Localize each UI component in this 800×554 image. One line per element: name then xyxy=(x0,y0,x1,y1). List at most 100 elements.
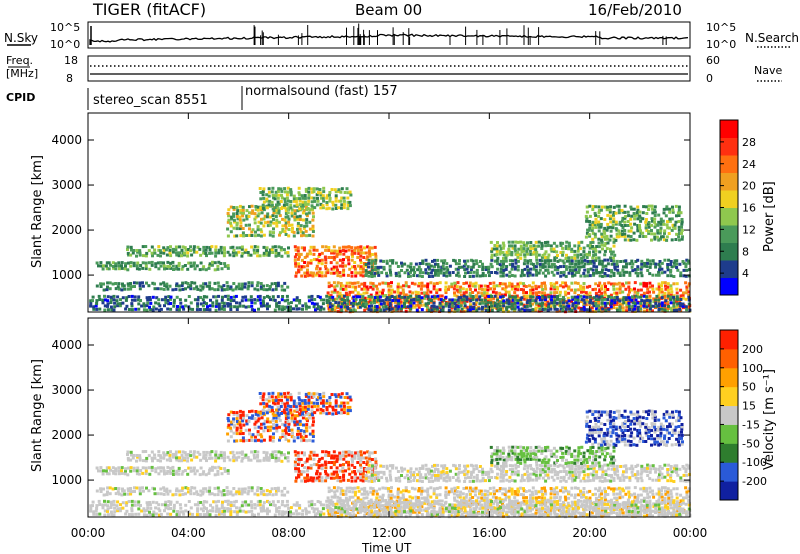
power-cell xyxy=(561,250,565,254)
power-cell xyxy=(668,210,672,214)
power-cell xyxy=(339,282,343,285)
power-cell xyxy=(382,301,386,305)
power-cell xyxy=(448,302,452,306)
power-cell xyxy=(276,190,280,193)
velocity-cell xyxy=(164,453,168,457)
velocity-cell xyxy=(283,493,287,497)
velocity-cell xyxy=(210,456,214,460)
velocity-cell xyxy=(153,487,156,491)
power-cell xyxy=(156,253,160,257)
power-cell xyxy=(597,237,601,241)
velocity-cell xyxy=(257,417,261,421)
velocity-cell xyxy=(455,493,459,497)
power-cell xyxy=(682,274,686,278)
power-cell xyxy=(356,256,360,259)
power-cell xyxy=(256,214,260,218)
power-cell xyxy=(417,282,421,285)
velocity-cell xyxy=(277,458,281,462)
power-cell xyxy=(210,263,214,267)
power-cell xyxy=(516,299,520,303)
power-cell xyxy=(429,271,433,275)
velocity-cell xyxy=(122,489,126,493)
power-cell xyxy=(331,295,335,299)
power-cell xyxy=(256,250,259,254)
velocity-cell xyxy=(298,398,302,402)
power-cell xyxy=(644,220,648,224)
velocity-cell xyxy=(331,405,335,409)
power-cell xyxy=(403,271,407,275)
power-cell xyxy=(616,268,620,272)
velocity-cell xyxy=(321,411,325,415)
power-cell xyxy=(653,225,657,229)
power-cell xyxy=(223,248,226,252)
power-cell xyxy=(248,233,252,237)
velocity-cell xyxy=(296,436,300,440)
power-cell xyxy=(342,273,346,277)
velocity-cell xyxy=(293,460,297,464)
velocity-cell xyxy=(290,435,294,439)
power-cell xyxy=(495,259,499,263)
power-cell xyxy=(615,303,619,306)
power-cell xyxy=(315,203,319,207)
power-cell xyxy=(626,224,630,227)
velocity-cell xyxy=(377,510,381,514)
power-cell xyxy=(169,245,172,249)
power-cell xyxy=(366,255,370,259)
power-cell xyxy=(679,271,683,275)
power-cell xyxy=(516,305,520,309)
power-cell xyxy=(315,187,319,191)
power-cell xyxy=(642,284,646,288)
power-cell xyxy=(315,264,319,268)
power-cell xyxy=(579,284,582,288)
power-cell xyxy=(481,305,484,309)
power-cell xyxy=(266,294,269,298)
power-cell xyxy=(525,294,529,298)
power-cell xyxy=(513,291,517,295)
power-cell xyxy=(388,301,392,305)
power-cell xyxy=(239,208,243,212)
velocity-cell xyxy=(202,454,206,458)
power-cell xyxy=(220,285,224,289)
power-cell xyxy=(189,249,193,253)
power-cell xyxy=(295,203,299,207)
velocity-cell xyxy=(111,487,115,491)
power-cell xyxy=(348,307,352,311)
power-cell xyxy=(456,281,460,285)
power-cell xyxy=(301,196,305,200)
power-cell xyxy=(277,193,281,197)
velocity-cell xyxy=(256,410,260,414)
velocity-cell xyxy=(444,493,448,497)
power-cell xyxy=(202,265,206,269)
power-cell xyxy=(573,253,577,257)
velocity-cell xyxy=(254,435,257,439)
velocity-cell xyxy=(105,493,109,497)
velocity-cell xyxy=(347,450,351,454)
power-cell xyxy=(319,308,322,312)
velocity-cell xyxy=(239,426,243,430)
power-cell xyxy=(338,252,342,256)
power-cell xyxy=(525,244,529,247)
power-cell xyxy=(499,267,503,271)
nsky-line xyxy=(89,33,689,45)
velocity-cell xyxy=(294,469,298,473)
cpid-label: CPID xyxy=(6,91,35,104)
power-cell xyxy=(315,267,318,271)
power-cell xyxy=(655,304,659,308)
power-cell xyxy=(310,200,314,204)
power-cell xyxy=(645,305,649,309)
power-cell xyxy=(582,305,586,309)
power-cell xyxy=(510,267,514,271)
power-cell xyxy=(168,248,172,252)
power-cell xyxy=(364,302,368,306)
power-cell xyxy=(669,301,673,305)
power-cell xyxy=(253,217,257,221)
power-cell xyxy=(493,304,497,308)
power-cell xyxy=(298,203,302,207)
power-cell xyxy=(679,288,683,292)
power-cell xyxy=(311,227,315,231)
power-cell xyxy=(424,258,428,262)
power-cell xyxy=(192,247,196,251)
power-cell xyxy=(217,294,221,298)
power-cell xyxy=(432,297,436,301)
velocity-cell xyxy=(228,492,232,496)
